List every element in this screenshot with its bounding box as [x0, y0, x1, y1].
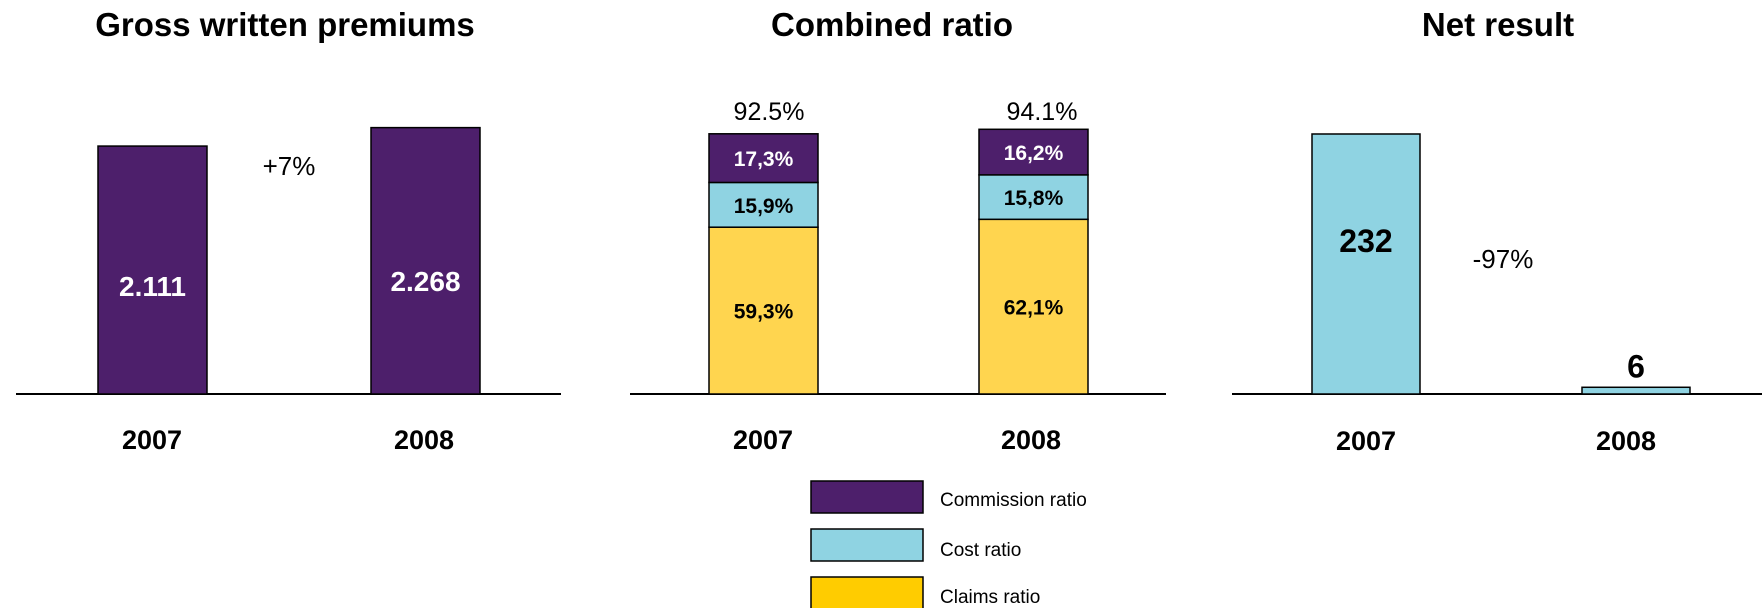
combined-ratio-bars: 59,3% 15,9% 17,3% 62,1% 15,8% 16,2%: [708, 128, 1089, 395]
nr-bar-2008: [1581, 386, 1691, 395]
gwp-tick-2008: 2008: [394, 425, 454, 455]
gwp-bars: 2.111 2.268: [97, 126, 481, 395]
gwp-title: Gross written premiums: [95, 6, 475, 43]
gwp-bar-2007: [97, 145, 208, 395]
net-result-title: Net result: [1422, 6, 1574, 43]
legend-swatch-cost: [810, 528, 924, 562]
gwp-value-label-2007: 2.111: [119, 271, 186, 302]
cr-commission-segment-2008: [978, 128, 1089, 176]
cr-cost-label-2007: 15,9%: [734, 195, 794, 218]
cr-commission-label-2007: 17,3%: [734, 148, 794, 171]
cr-cost-label-2008: 15,8%: [1004, 187, 1064, 210]
nr-value-label-2007: 232: [1339, 223, 1392, 259]
cr-claims-segment-2007: [708, 226, 819, 395]
nr-tick-2008: 2008: [1596, 426, 1656, 456]
cr-tick-2007: 2007: [733, 425, 793, 455]
cr-total-2008: 94.1%: [1007, 98, 1078, 126]
legend-label-cost: Cost ratio: [940, 540, 1021, 561]
combined-ratio-title: Combined ratio: [771, 6, 1013, 43]
cr-commission-segment-2007: [708, 133, 819, 184]
legend-label-commission: Commission ratio: [940, 490, 1087, 511]
nr-value-label-2008: 6: [1627, 348, 1645, 384]
cr-tick-2008: 2008: [1001, 425, 1061, 455]
nr-bar-2007: [1311, 133, 1421, 395]
cr-commission-label-2008: 16,2%: [1004, 142, 1064, 165]
combined-ratio-legend: Commission ratio Cost ratio Claims ratio: [810, 480, 1087, 610]
cr-cost-segment-2007: [708, 181, 819, 228]
gwp-change-annotation: +7%: [263, 151, 316, 181]
nr-tick-2007: 2007: [1336, 426, 1396, 456]
legend-label-claims: Claims ratio: [940, 587, 1040, 608]
cr-total-2007: 92.5%: [734, 98, 805, 126]
cr-claims-label-2007: 59,3%: [734, 301, 794, 324]
cr-claims-segment-2008: [978, 218, 1089, 395]
gwp-value-label-2008: 2.268: [390, 266, 460, 297]
net-result-change-annotation: -97%: [1473, 244, 1534, 274]
cr-claims-label-2008: 62,1%: [1004, 297, 1064, 320]
net-result-bars: 232 6: [1311, 133, 1691, 395]
gwp-bar-2008: [370, 126, 481, 395]
gwp-tick-2007: 2007: [122, 425, 182, 455]
legend-swatch-claims: [810, 576, 924, 610]
legend-swatch-commission: [810, 480, 924, 514]
